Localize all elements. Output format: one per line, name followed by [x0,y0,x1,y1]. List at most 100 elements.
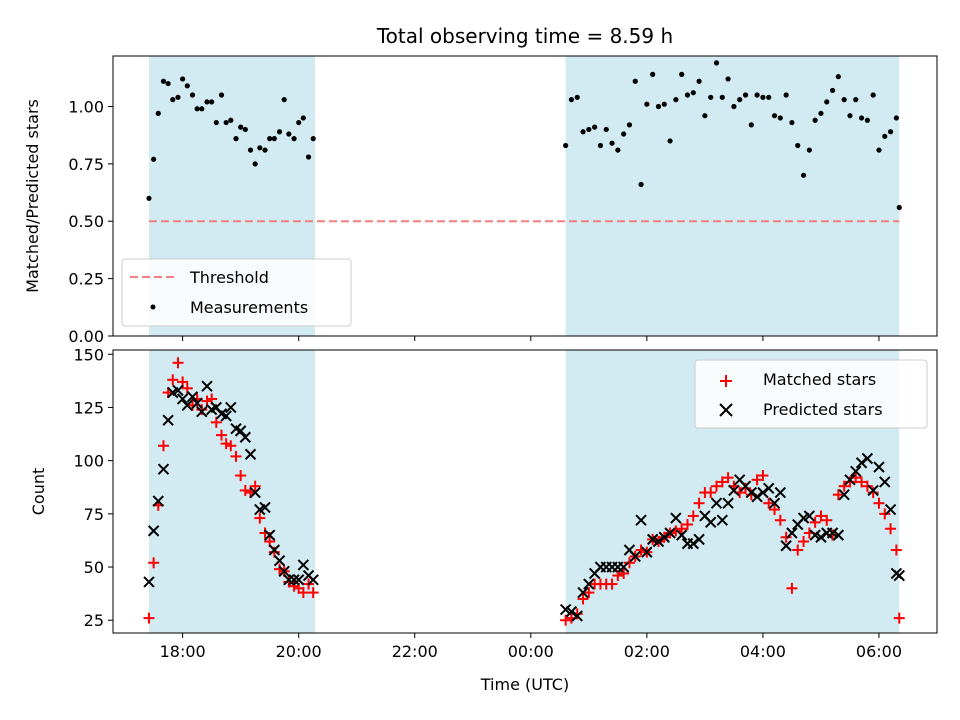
predicted-star-point [234,425,247,437]
measurement-point [621,131,627,137]
measurement-point [213,119,219,126]
matched-star-point [210,416,222,428]
predicted-star-point [629,550,641,563]
measurement-point [667,138,673,144]
measurement-point [731,103,737,110]
predicted-star-point [583,578,595,590]
matched-star-point [172,357,184,369]
matched-star-point [268,546,280,558]
measurement-point [760,94,766,100]
measurement-point [650,71,656,77]
matched-star-point [167,374,179,386]
measurement-point [702,113,708,119]
measurement-point [893,115,899,121]
predicted-star-point [815,531,827,543]
predicted-star-point [172,384,184,397]
x-tick-label: 20:00 [276,642,322,661]
predicted-star-point [670,512,682,524]
predicted-stars-points [143,380,905,622]
predicted-star-point [273,554,286,567]
y-tick-label: 0.75 [68,155,104,174]
measurement-point [690,90,696,96]
measurement-point [597,142,604,149]
matched-star-point [769,504,781,516]
measurement-point [252,161,258,167]
matched-star-point [196,404,208,416]
matched-star-point [780,531,792,543]
predicted-star-point [786,527,798,539]
predicted-star-point [704,516,717,529]
predicted-star-point [687,537,699,550]
matched-star-point [821,514,833,526]
predicted-star-point [757,486,769,499]
matched-star-point [254,512,266,524]
measurement-point [876,147,882,153]
matched-star-point [774,514,786,526]
predicted-star-point [571,610,583,622]
matched-star-point [722,472,734,484]
measurement-point [748,122,754,128]
matched-star-point [230,450,242,462]
measurement-point [238,124,244,130]
predicted-star-point [873,461,885,473]
measurement-point [151,156,157,162]
matched-star-point [606,578,618,590]
measurement-point [632,78,638,84]
matched-star-point [687,510,699,522]
measurement-point [568,97,575,103]
ratio-x-ticks [182,336,880,341]
measurement-point [887,129,894,135]
measurement-point [199,106,205,112]
matched-star-point [786,582,798,594]
matched-star-point [809,516,821,528]
shaded-interval-1 [565,56,900,336]
predicted-star-point [751,491,763,503]
matched-star-point [867,487,879,499]
predicted-star-point [861,452,874,465]
predicted-star-point [774,486,787,499]
predicted-star-point [225,401,237,414]
measurement-point [789,119,795,126]
matched-star-point [577,593,589,605]
measurement-point [638,181,644,188]
ratio-axes-frame [112,55,938,337]
measurement-point [754,92,760,98]
measurement-point [305,154,312,160]
measurement-point [766,94,772,100]
measurement-point [247,147,254,153]
predicted-star-point [220,410,232,422]
measurement-point [184,83,190,89]
measurement-point [218,92,225,98]
measurement-point [276,129,283,135]
predicted-star-point [307,574,319,586]
matched-star-point [763,497,775,509]
matched-star-point [873,497,885,509]
matched-star-point [143,612,155,624]
measurement-point [847,113,853,119]
predicted-star-point [693,533,705,546]
measurement-point [300,115,306,121]
y-tick-label: 75 [84,505,104,524]
matched-star-point [297,587,309,599]
y-tick-label: 100 [73,452,104,471]
matched-star-point [844,476,856,488]
legend-threshold-label: Threshold [189,268,269,287]
predicted-star-point [278,565,290,578]
ratio-legend-box [121,258,352,327]
predicted-star-point [803,510,816,522]
ratio-legend: Threshold Measurements [121,258,352,327]
y-tick-label: 0.00 [68,327,104,346]
measurement-point [170,97,176,103]
predicted-star-point [176,393,189,405]
measurement-point [679,71,685,77]
predicted-star-point [664,527,676,539]
measurement-point [870,92,876,98]
matched-star-point [225,440,237,452]
count-y-axis-label: Count [29,468,48,516]
count-axes-frame [112,349,938,634]
measurement-point [858,115,865,121]
predicted-star-point [641,546,653,558]
measurement-point [719,94,725,100]
ratio-panel: 0.00 0.25 0.50 0.75 1.00 Matched/Predicted s… [23,55,938,346]
predicted-star-point [867,484,879,497]
